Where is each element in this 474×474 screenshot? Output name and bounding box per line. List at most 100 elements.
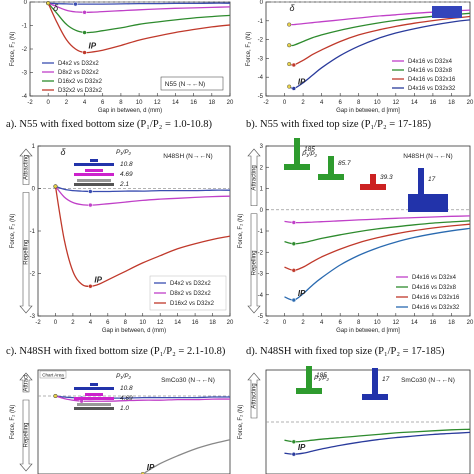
x-tick-label: 10 xyxy=(374,320,381,326)
magnet-top-bar xyxy=(370,174,376,184)
region-label-repelling: Repelling xyxy=(252,250,258,275)
legend-entry-1: D4x16 vs D32x4 xyxy=(408,59,453,65)
magnet-bottom-bar xyxy=(74,397,114,400)
legend-entry-4: D32x2 vs D32x2 xyxy=(58,88,103,94)
x-tick-label: -2 xyxy=(263,320,269,326)
legend-entry-2: D8x2 vs D32x2 xyxy=(58,70,99,76)
series-line-1 xyxy=(284,215,470,224)
material-label: N48SH (N→←N) xyxy=(163,153,212,160)
y-tick-label: -1 xyxy=(22,24,28,30)
delta-marker xyxy=(46,1,51,6)
x-tick-label: 8 xyxy=(357,320,361,326)
magnet-top-bar xyxy=(418,168,424,194)
magnet-top-bar xyxy=(77,403,111,406)
series-line-4 xyxy=(47,2,230,54)
x-tick-label: 14 xyxy=(411,100,418,106)
magnet-bottom-bar xyxy=(74,407,114,410)
x-tick-label: 20 xyxy=(227,100,234,106)
ip-annotation: IP xyxy=(147,463,155,472)
y-tick-label: -2 xyxy=(258,38,264,44)
ip-marker xyxy=(88,202,93,208)
x-tick-label: 16 xyxy=(430,320,437,326)
magnet-bottom-bar xyxy=(362,394,388,400)
legend-entry-2: D4x16 vs D32x8 xyxy=(408,68,453,74)
y-tick-label: -3 xyxy=(258,56,264,62)
y-axis-label: Force, F₂ (N) xyxy=(10,405,16,440)
material-box xyxy=(160,76,224,91)
x-tick-label: -2 xyxy=(263,100,269,106)
ip-marker xyxy=(82,30,87,35)
magnet-bottom-bar xyxy=(296,388,322,394)
ratio-value-1: 10.8 xyxy=(120,161,133,168)
ip-marker xyxy=(291,439,297,445)
x-tick-label: 8 xyxy=(124,320,128,326)
x-tick-label: 6 xyxy=(101,100,105,106)
ip-marker xyxy=(82,10,87,15)
x-tick-label: 2 xyxy=(71,320,75,326)
series-line-1 xyxy=(284,428,470,443)
y-tick-label: -5 xyxy=(258,314,264,320)
y-tick-label: -2 xyxy=(30,272,36,278)
legend-entry-3: D16x2 vs D32x2 xyxy=(58,79,103,85)
region-label-repelling: Repelling xyxy=(24,240,30,265)
magnet-bottom-bar xyxy=(74,163,114,166)
ip-annotation: IP xyxy=(94,275,102,284)
delta-marker xyxy=(287,22,292,27)
ip-marker xyxy=(73,1,78,7)
series-line-1 xyxy=(55,395,230,399)
x-tick-label: 12 xyxy=(154,100,161,106)
ip-marker xyxy=(291,451,297,457)
x-tick-label: -2 xyxy=(27,100,33,106)
magnet-top-bar xyxy=(85,393,103,396)
caption-d: d). N48SH with fixed top size (P₁/P₂ = 1… xyxy=(246,346,445,357)
magnet-bottom-bar xyxy=(284,164,310,170)
ratio-value-3: 1.0 xyxy=(120,405,129,412)
magnet-bottom-bar xyxy=(74,183,114,186)
legend-entry-1: D4x16 vs D32x4 xyxy=(412,275,457,281)
series-line-2 xyxy=(284,431,470,455)
series-line-1 xyxy=(48,2,230,5)
ratio-value-2: 85.7 xyxy=(338,160,351,167)
x-tick-label: 18 xyxy=(208,100,215,106)
magnet-bottom-bar xyxy=(318,174,344,180)
y-axis-label: Force, F₂ (N) xyxy=(238,214,244,249)
y-tick-label: -4 xyxy=(258,75,264,81)
attracting-arrow-icon xyxy=(247,372,261,419)
y-tick-label: 1 xyxy=(32,144,36,150)
ip-marker xyxy=(88,189,93,194)
x-tick-label: -2 xyxy=(35,320,41,326)
x-axis-label: Gap in between, d [mm] xyxy=(336,108,400,114)
ip-annotation: IP xyxy=(298,77,306,86)
delta-marker xyxy=(287,43,292,48)
region-label-attracting: Attracting xyxy=(252,165,258,190)
ip-marker xyxy=(291,220,297,225)
chart-panel-a: -2 0 2 4 6 8 10 12 14 16 18 20 -4 -3 -2 -1 0 Gap in betwe… xyxy=(10,0,234,114)
ip-marker xyxy=(291,241,297,246)
y-tick-label: 0 xyxy=(260,208,264,214)
x-axis-label: Gap in between, d (mm) xyxy=(98,108,162,114)
ratio-value-3: 39.3 xyxy=(380,174,393,181)
magnet-top-bar xyxy=(90,159,98,162)
ip-annotation: IP xyxy=(298,289,306,298)
series-line-2 xyxy=(47,2,230,13)
x-tick-label: 20 xyxy=(467,100,474,106)
x-tick-label: 16 xyxy=(192,320,199,326)
magnet-bottom-bar xyxy=(360,184,386,190)
series-line-3 xyxy=(54,186,230,287)
delta-marker xyxy=(287,84,292,89)
y-tick-label: 0 xyxy=(260,0,264,6)
legend-entry-3: D16x2 vs D32x2 xyxy=(170,301,215,307)
ip-marker xyxy=(291,268,297,273)
y-tick-label: -4 xyxy=(258,293,264,299)
region-label-attracting: Attract xyxy=(24,374,30,392)
magnet-top-bar xyxy=(328,156,334,174)
plot-frame xyxy=(37,369,231,474)
material-label: N55 (N→←N) xyxy=(165,81,205,88)
repelling-arrow-icon xyxy=(19,399,33,472)
y-tick-label: -3 xyxy=(22,71,28,77)
material-label: SmCo30 (N→←N) xyxy=(161,377,215,384)
series-line-2 xyxy=(284,220,470,245)
x-tick-label: 6 xyxy=(339,320,343,326)
